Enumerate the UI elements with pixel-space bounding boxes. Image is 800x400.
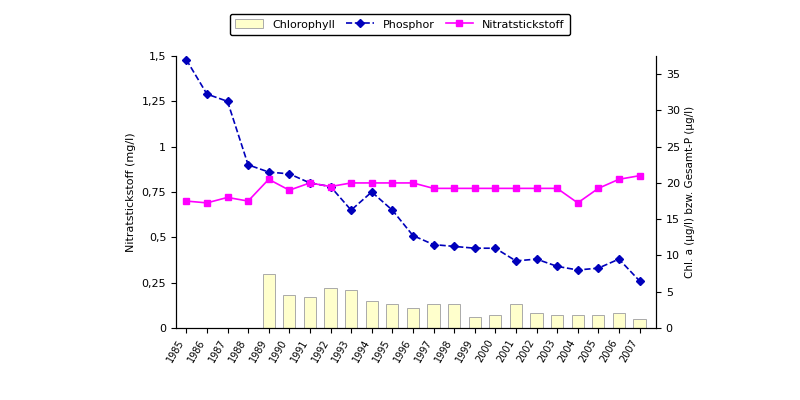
Bar: [386, 304, 398, 328]
Nitratstickstoff: [367, 180, 377, 185]
Phosphor: [264, 170, 274, 174]
Bar: [469, 317, 481, 328]
Y-axis label: Chl. a (μg/l) bzw. Gesamt-P (μg/l): Chl. a (μg/l) bzw. Gesamt-P (μg/l): [686, 106, 695, 278]
Phosphor: [552, 264, 562, 269]
Nitratstickstoff: [594, 186, 603, 191]
Line: Phosphor: Phosphor: [183, 57, 642, 284]
Nitratstickstoff: [182, 199, 191, 204]
Phosphor: [367, 190, 377, 194]
Nitratstickstoff: [573, 200, 582, 205]
Phosphor: [326, 184, 335, 189]
Bar: [571, 315, 584, 328]
Phosphor: [573, 268, 582, 272]
Phosphor: [305, 180, 314, 185]
Bar: [304, 297, 316, 328]
Phosphor: [634, 278, 644, 283]
Bar: [262, 274, 275, 328]
Nitratstickstoff: [222, 195, 232, 200]
Phosphor: [387, 208, 397, 212]
Bar: [427, 304, 440, 328]
Nitratstickstoff: [532, 186, 542, 191]
Phosphor: [429, 242, 438, 247]
Bar: [634, 319, 646, 328]
Bar: [592, 315, 605, 328]
Nitratstickstoff: [408, 180, 418, 185]
Bar: [345, 290, 358, 328]
Phosphor: [511, 258, 521, 263]
Phosphor: [614, 257, 624, 262]
Nitratstickstoff: [285, 188, 294, 192]
Phosphor: [490, 246, 500, 251]
Phosphor: [450, 244, 459, 249]
Nitratstickstoff: [470, 186, 479, 191]
Bar: [366, 301, 378, 328]
Bar: [324, 288, 337, 328]
Nitratstickstoff: [202, 200, 212, 205]
Y-axis label: Nitratstickstoff (mg/l): Nitratstickstoff (mg/l): [126, 132, 136, 252]
Phosphor: [285, 172, 294, 176]
Nitratstickstoff: [429, 186, 438, 191]
Nitratstickstoff: [243, 199, 253, 204]
Phosphor: [222, 99, 232, 104]
Phosphor: [243, 162, 253, 167]
Phosphor: [202, 92, 212, 96]
Bar: [510, 304, 522, 328]
Bar: [613, 314, 625, 328]
Phosphor: [182, 57, 191, 62]
Phosphor: [346, 208, 356, 212]
Nitratstickstoff: [490, 186, 500, 191]
Nitratstickstoff: [387, 180, 397, 185]
Phosphor: [532, 257, 542, 262]
Nitratstickstoff: [305, 180, 314, 185]
Bar: [489, 315, 502, 328]
Nitratstickstoff: [511, 186, 521, 191]
Nitratstickstoff: [634, 173, 644, 178]
Legend: Chlorophyll, Phosphor, Nitratstickstoff: Chlorophyll, Phosphor, Nitratstickstoff: [230, 14, 570, 35]
Nitratstickstoff: [264, 177, 274, 182]
Phosphor: [470, 246, 479, 251]
Nitratstickstoff: [552, 186, 562, 191]
Line: Nitratstickstoff: Nitratstickstoff: [183, 173, 642, 206]
Bar: [448, 304, 460, 328]
Bar: [530, 314, 542, 328]
Bar: [283, 295, 295, 328]
Bar: [406, 308, 419, 328]
Nitratstickstoff: [614, 177, 624, 182]
Nitratstickstoff: [450, 186, 459, 191]
Nitratstickstoff: [326, 184, 335, 189]
Nitratstickstoff: [346, 180, 356, 185]
Phosphor: [408, 233, 418, 238]
Bar: [551, 315, 563, 328]
Phosphor: [594, 266, 603, 270]
